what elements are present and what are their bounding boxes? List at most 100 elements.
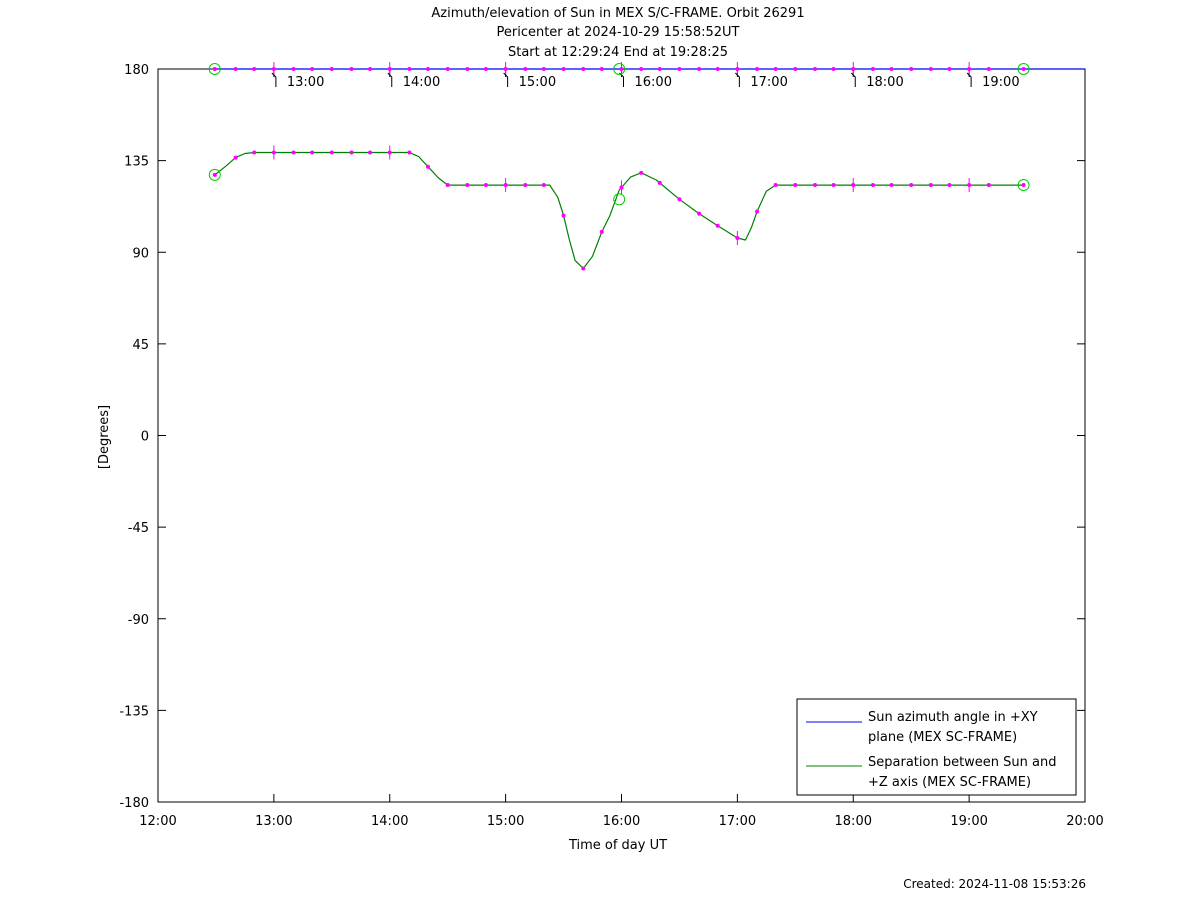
separation-marker-dot: [773, 183, 778, 188]
hour-marker-label: 17:00: [750, 75, 787, 90]
x-tick-label: 18:00: [835, 814, 872, 829]
hour-marker-label: 19:00: [982, 75, 1019, 90]
separation-marker-dot: [271, 150, 276, 155]
separation-marker-dot: [813, 183, 818, 188]
separation-marker-dot: [233, 155, 238, 160]
azimuth-marker-dot: [619, 67, 624, 71]
legend: Sun azimuth angle in +XY plane (MEX SC-F…: [796, 698, 1077, 796]
azimuth-marker-dot: [831, 67, 836, 71]
azimuth-marker-dot: [677, 67, 682, 71]
chart-title-line-2: Pericenter at 2024-10-29 15:58:52UT: [496, 25, 739, 40]
azimuth-marker-dot: [503, 67, 508, 71]
azimuth-marker-dot: [212, 67, 217, 71]
hour-marker-label: 14:00: [403, 75, 440, 90]
azimuth-marker-dot: [639, 67, 644, 71]
hour-marker-flag: [503, 72, 509, 87]
separation-marker-dot: [310, 150, 315, 155]
hour-marker-flag: [735, 72, 740, 87]
hour-marker-flag: [619, 72, 624, 87]
x-tick-label: 13:00: [255, 814, 292, 829]
y-tick-label: -180: [119, 796, 149, 811]
separation-marker-dot: [445, 183, 450, 188]
event-ring-marker: [613, 193, 626, 206]
azimuth-marker-dot: [657, 67, 662, 71]
hour-marker-label: 16:00: [635, 75, 672, 90]
x-tick-label: 12:00: [139, 814, 176, 829]
separation-marker-dot: [928, 183, 933, 188]
azimuth-marker-dot: [986, 67, 991, 71]
hour-marker-flag: [966, 72, 972, 87]
y-tick-label: 0: [141, 430, 149, 445]
azimuth-marker-dot: [755, 67, 760, 71]
y-axis-label: [Degrees]: [97, 405, 112, 469]
separation-marker-dot: [793, 183, 798, 188]
legend-label-separation-line-2: +Z axis (MEX SC-FRAME): [868, 775, 1031, 790]
azimuth-marker-dot: [445, 67, 450, 71]
azimuth-marker-dot: [889, 67, 894, 71]
separation-marker-dot: [851, 183, 856, 188]
separation-marker-dot: [329, 150, 334, 155]
separation-marker-dot: [425, 164, 430, 169]
azimuth-marker-dot: [329, 67, 334, 71]
created-timestamp: Created: 2024-11-08 15:53:26: [903, 877, 1086, 891]
azimuth-marker-dot: [387, 67, 392, 71]
separation-marker-dot: [581, 266, 586, 271]
azimuth-marker-dot: [581, 67, 586, 71]
separation-marker-dot: [715, 223, 720, 228]
legend-label-separation-line-1: Separation between Sun and: [868, 755, 1056, 770]
event-ring-marker: [613, 63, 626, 75]
x-tick-label: 19:00: [950, 814, 987, 829]
chart-title: Azimuth/elevation of Sun in MEX S/C-FRAM…: [431, 6, 804, 60]
hour-marker-label: 15:00: [519, 75, 556, 90]
x-tick-label: 17:00: [719, 814, 756, 829]
azimuth-marker-dot: [793, 67, 798, 71]
separation-marker-dot: [831, 183, 836, 188]
event-ring-marker: [1017, 179, 1030, 192]
azimuth-marker-dot: [928, 67, 933, 71]
separation-marker-dot: [677, 197, 682, 202]
azimuth-marker-dot: [967, 67, 972, 71]
hour-marker-label: 13:00: [287, 75, 324, 90]
azimuth-marker-dot: [271, 67, 276, 71]
azimuth-marker-dot: [523, 67, 528, 71]
azimuth-marker-dot: [407, 67, 412, 71]
separation-marker-dot: [252, 150, 257, 155]
event-ring-marker: [208, 168, 221, 181]
separation-marker-dot: [639, 170, 644, 175]
separation-marker-dot: [986, 183, 991, 188]
azimuth-marker-dot: [697, 67, 702, 71]
hour-marker-flag: [850, 72, 856, 87]
azimuth-marker-dot: [291, 67, 296, 71]
x-axis-label: Time of day UT: [568, 838, 667, 853]
series-layer: [214, 68, 1085, 270]
separation-marker-dot: [870, 183, 875, 188]
azimuth-marker-dot: [870, 67, 875, 71]
azimuth-marker-dot: [715, 67, 720, 71]
separation-marker-dot: [387, 150, 392, 155]
separation-marker-dot: [599, 229, 604, 234]
event-ring-marker: [1017, 63, 1030, 75]
azimuth-marker-dot: [465, 67, 470, 71]
separation-marker-dot: [909, 183, 914, 188]
y-tick-label: -45: [128, 521, 149, 536]
separation-marker-dot: [291, 150, 296, 155]
azimuth-marker-dot: [252, 67, 257, 71]
azimuth-marker-dot: [368, 67, 373, 71]
x-tick-label: 20:00: [1066, 814, 1103, 829]
azimuth-marker-dot: [735, 67, 740, 71]
x-tick-label: 14:00: [371, 814, 408, 829]
separation-marker-dot: [735, 235, 740, 240]
separation-marker-dot: [483, 183, 488, 188]
legend-box: [796, 698, 1077, 796]
separation-marker-dot: [349, 150, 354, 155]
marker-layer: [208, 63, 1030, 271]
separation-marker-dot: [889, 183, 894, 188]
chart-title-line-3: Start at 12:29:24 End at 19:28:25: [508, 45, 728, 60]
y-tick-label: 180: [124, 63, 149, 78]
separation-marker-dot: [523, 183, 528, 188]
y-tick-label: -90: [128, 613, 149, 628]
hour-markers: 13:00 14:00 15:00 16:00 17:00 18:00 19:00: [271, 62, 1020, 245]
event-ring-marker: [208, 63, 221, 75]
hour-marker-flag: [271, 72, 277, 87]
